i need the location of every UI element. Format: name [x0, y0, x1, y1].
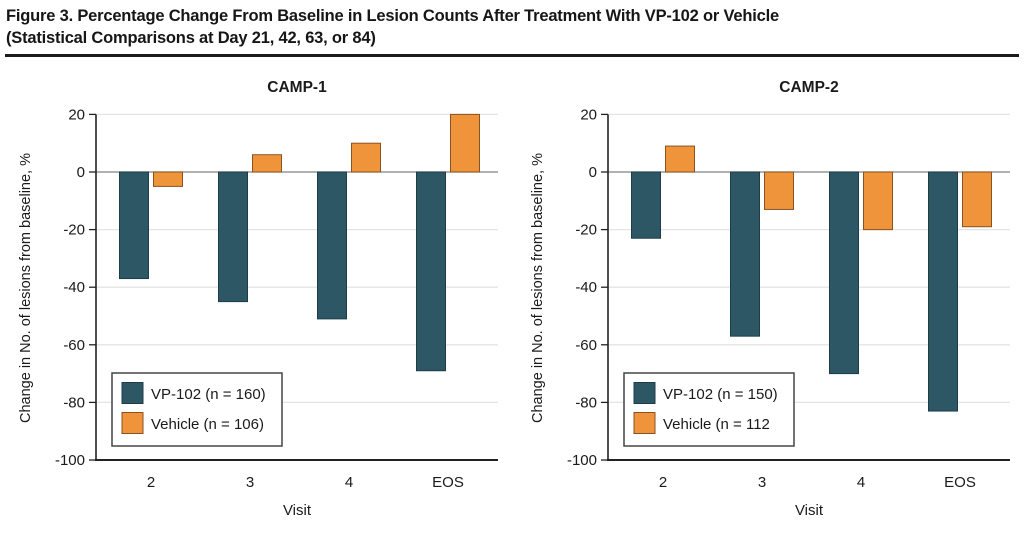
- legend-box: VP-102 (n = 150) Vehicle (n = 112: [623, 372, 795, 447]
- bar-vp102-visit-3: [730, 171, 760, 337]
- y-axis-title: Change in No. of lesions from baseline, …: [530, 153, 546, 423]
- y-tick-label--100: -100: [567, 452, 597, 469]
- bar-vehicle-visit-4: [863, 171, 893, 231]
- x-tick-label-4: 4: [857, 474, 865, 491]
- figure-title-line2: (Statistical Comparisons at Day 21, 42, …: [6, 29, 376, 47]
- y-tick-label--60: -60: [575, 337, 597, 354]
- bar-vehicle-visit-3: [764, 171, 794, 210]
- bar-vp102-visit-2: [119, 171, 149, 280]
- y-tick-label-0: 0: [589, 164, 597, 181]
- bar-vehicle-visit-4: [351, 142, 381, 173]
- x-axis-title: Visit: [283, 502, 312, 519]
- x-axis-title: Visit: [795, 502, 824, 519]
- x-tick-label-3: 3: [246, 474, 254, 491]
- y-tick-label--40: -40: [63, 279, 85, 296]
- bar-vehicle-visit-2: [665, 145, 695, 173]
- bar-vehicle-visit-eos: [962, 171, 992, 228]
- y-tick-label--60: -60: [63, 337, 85, 354]
- x-tick-label-eos: EOS: [944, 474, 976, 491]
- charts-row: 20 0 -20 -40 -60 -80 -100 2 3 4 EOS Visit Change in …: [0, 57, 1024, 530]
- x-tick-label-eos: EOS: [432, 474, 464, 491]
- x-tick-label-2: 2: [147, 474, 155, 491]
- y-tick-label--80: -80: [575, 394, 597, 411]
- y-axis-title: Change in No. of lesions from baseline, …: [18, 153, 34, 423]
- legend-box: VP-102 (n = 160) Vehicle (n = 106): [111, 372, 283, 447]
- chart-canvas-camp-2: 20 0 -20 -40 -60 -80 -100 2 3 4 EOS Visit Change in …: [530, 79, 1010, 519]
- bar-vehicle-visit-eos: [450, 113, 480, 173]
- figure-header: Figure 3. Percentage Change From Baselin…: [0, 0, 1024, 49]
- legend-swatch-vehicle-icon: [121, 412, 144, 434]
- legend-label-vehicle: Vehicle (n = 106): [151, 416, 264, 433]
- y-tick-label--40: -40: [575, 279, 597, 296]
- legend-label-vp102: VP-102 (n = 150): [663, 386, 778, 403]
- title-divider-rule: [5, 54, 1019, 57]
- y-tick-label-20: 20: [68, 106, 85, 123]
- bar-vp102-visit-eos: [416, 171, 446, 372]
- x-tick-label-2: 2: [659, 474, 667, 491]
- chart-title: CAMP-1: [267, 79, 327, 96]
- legend-swatch-vehicle-icon: [633, 412, 656, 434]
- y-tick-label-0: 0: [77, 164, 85, 181]
- x-tick-label-4: 4: [345, 474, 353, 491]
- y-tick-label--20: -20: [575, 222, 597, 239]
- y-tick-label--80: -80: [63, 394, 85, 411]
- bar-vp102-visit-eos: [928, 171, 958, 412]
- chart-camp-2: 20 0 -20 -40 -60 -80 -100 2 3 4 EOS Visit Change in …: [512, 57, 1024, 530]
- bar-vp102-visit-4: [829, 171, 859, 375]
- x-tick-label-3: 3: [758, 474, 766, 491]
- legend-label-vehicle: Vehicle (n = 112: [663, 416, 770, 433]
- legend-label-vp102: VP-102 (n = 160): [151, 386, 266, 403]
- chart-camp-1: 20 0 -20 -40 -60 -80 -100 2 3 4 EOS Visit Change in …: [0, 57, 512, 530]
- y-tick-label--100: -100: [55, 452, 85, 469]
- legend-swatch-vp102-icon: [633, 382, 656, 404]
- bar-vp102-visit-3: [218, 171, 248, 303]
- y-tick-label--20: -20: [63, 222, 85, 239]
- bar-vp102-visit-2: [631, 171, 661, 239]
- legend-swatch-vp102-icon: [121, 382, 144, 404]
- chart-title: CAMP-2: [779, 79, 838, 96]
- bar-vehicle-visit-3: [252, 154, 282, 173]
- bar-vehicle-visit-2: [153, 171, 183, 187]
- bar-vp102-visit-4: [317, 171, 347, 320]
- figure-title-line1: Figure 3. Percentage Change From Baselin…: [6, 7, 779, 25]
- chart-canvas-camp-1: 20 0 -20 -40 -60 -80 -100 2 3 4 EOS Visit Change in …: [18, 79, 498, 519]
- y-tick-label-20: 20: [580, 106, 597, 123]
